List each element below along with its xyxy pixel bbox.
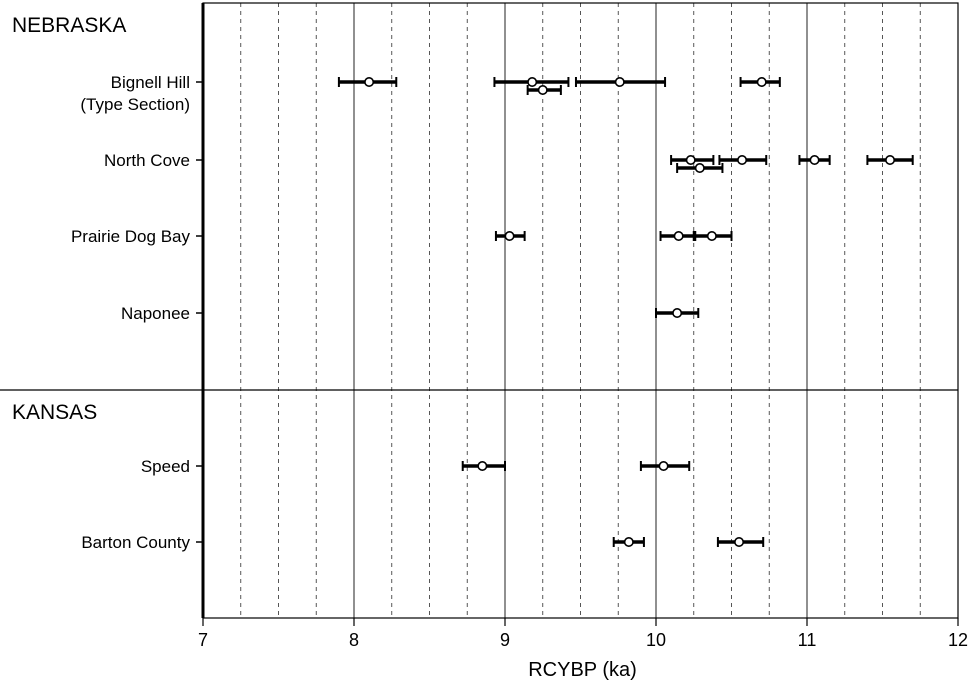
x-axis-label: RCYBP (ka) [528,659,637,681]
date-marker [504,231,515,242]
x-tick-label: 11 [798,630,817,650]
x-tick-label: 9 [500,630,510,650]
plot-frame [0,2,959,619]
date-point [716,536,765,547]
group-label: NEBRASKA [12,14,126,37]
x-axis: 7 8 9 10 11 12 RCYBP (ka) [198,618,968,681]
date-marker [756,77,767,88]
date-marker [623,536,634,547]
date-marker [614,77,625,88]
site-label: Prairie Dog Bay [71,227,191,246]
date-point [670,155,715,166]
date-point [639,460,691,471]
date-point [574,77,667,88]
site-label: Speed [141,457,190,476]
date-point [655,307,700,318]
date-marker [537,85,548,96]
date-point [676,163,724,174]
date-point [612,536,645,547]
date-point [337,77,398,88]
date-point [526,85,562,96]
date-marker [364,77,375,88]
date-marks [337,77,914,547]
date-marker [694,163,705,174]
date-marker [477,460,488,471]
site-label: North Cove [104,151,190,170]
site-label: Bignell Hill (Type Section) [80,73,190,114]
gridlines [240,3,921,618]
date-point [798,155,831,166]
site-label: Naponee [121,304,190,323]
date-point [659,231,697,242]
date-marker [885,155,896,166]
group-label: KANSAS [12,401,97,424]
date-marker [673,231,684,242]
date-marker [685,155,696,166]
date-point [494,231,526,242]
date-point [739,77,781,88]
x-tick-label: 7 [198,630,208,650]
date-point [692,231,733,242]
x-tick-label: 8 [349,630,359,650]
date-marker [734,536,745,547]
date-marker [809,155,820,166]
x-tick-label: 10 [646,630,666,650]
date-marker [737,155,748,166]
date-marker [706,231,717,242]
date-point [718,155,768,166]
row-labels: NEBRASKA Bignell Hill (Type Section) North … [12,14,203,552]
date-point [866,155,914,166]
date-marker [527,77,538,88]
site-label: Barton County [81,533,190,552]
x-tick-label: 12 [948,630,968,650]
date-marker [672,307,683,318]
date-point [461,460,506,471]
date-marker [658,460,669,471]
date-point [493,77,570,88]
